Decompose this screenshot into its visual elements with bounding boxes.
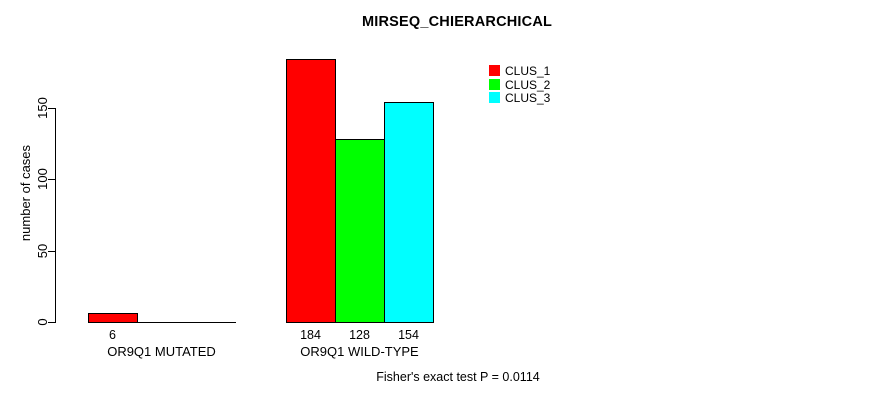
group-baseline [88, 322, 236, 323]
bar-clus_3-group2 [384, 102, 434, 323]
y-tick-label: 50 [35, 243, 50, 259]
y-axis-tick [48, 322, 55, 323]
bar-clus_1-group2 [286, 59, 336, 323]
y-tick-label: 150 [35, 97, 50, 119]
x-category-label: OR9Q1 MUTATED [107, 344, 216, 359]
y-tick-label: 0 [35, 318, 50, 326]
x-category-label: OR9Q1 WILD-TYPE [300, 344, 419, 359]
bar-clus_1-group1 [88, 313, 138, 323]
chart-title: MIRSEQ_CHIERARCHICAL [361, 14, 553, 30]
legend-swatch-clus_1 [489, 65, 500, 76]
bar-value-label: 154 [398, 328, 419, 342]
y-axis-tick [48, 108, 55, 109]
legend-label-clus_2: CLUS_2 [505, 78, 551, 92]
legend-swatch-clus_2 [489, 79, 500, 90]
y-tick-label: 100 [35, 168, 50, 190]
y-axis-line [55, 108, 56, 323]
bar-value-label: 128 [349, 328, 370, 342]
bar-clus_2-group2 [335, 139, 385, 323]
annotation-text: Fisher's exact test P = 0.0114 [376, 370, 540, 384]
legend-label-clus_1: CLUS_1 [505, 64, 551, 78]
y-axis-label: number of cases [18, 144, 33, 242]
y-axis-tick [48, 251, 55, 252]
bar-value-label: 6 [109, 328, 116, 342]
legend-swatch-clus_3 [489, 92, 500, 103]
y-axis-tick [48, 179, 55, 180]
legend-label-clus_3: CLUS_3 [505, 91, 551, 105]
bar-value-label: 184 [300, 328, 321, 342]
